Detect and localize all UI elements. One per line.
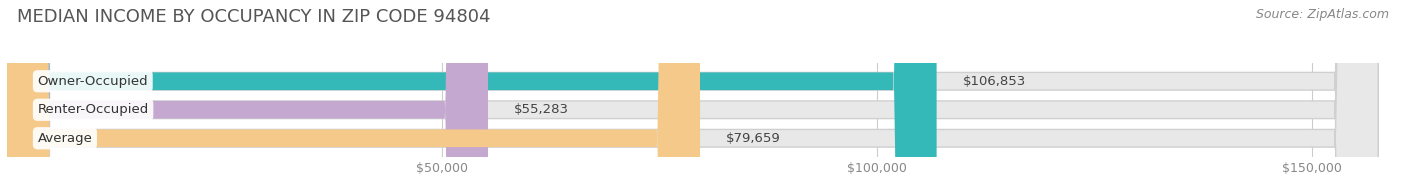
FancyBboxPatch shape bbox=[7, 0, 1378, 196]
Text: Average: Average bbox=[38, 132, 93, 145]
FancyBboxPatch shape bbox=[7, 0, 936, 196]
Text: Source: ZipAtlas.com: Source: ZipAtlas.com bbox=[1256, 8, 1389, 21]
Text: Owner-Occupied: Owner-Occupied bbox=[38, 75, 148, 88]
Text: $106,853: $106,853 bbox=[963, 75, 1026, 88]
Text: $55,283: $55,283 bbox=[515, 103, 569, 116]
FancyBboxPatch shape bbox=[7, 0, 700, 196]
FancyBboxPatch shape bbox=[7, 0, 488, 196]
Text: Renter-Occupied: Renter-Occupied bbox=[38, 103, 149, 116]
FancyBboxPatch shape bbox=[7, 0, 1378, 196]
FancyBboxPatch shape bbox=[7, 0, 1378, 196]
Text: $79,659: $79,659 bbox=[725, 132, 780, 145]
Text: MEDIAN INCOME BY OCCUPANCY IN ZIP CODE 94804: MEDIAN INCOME BY OCCUPANCY IN ZIP CODE 9… bbox=[17, 8, 491, 26]
